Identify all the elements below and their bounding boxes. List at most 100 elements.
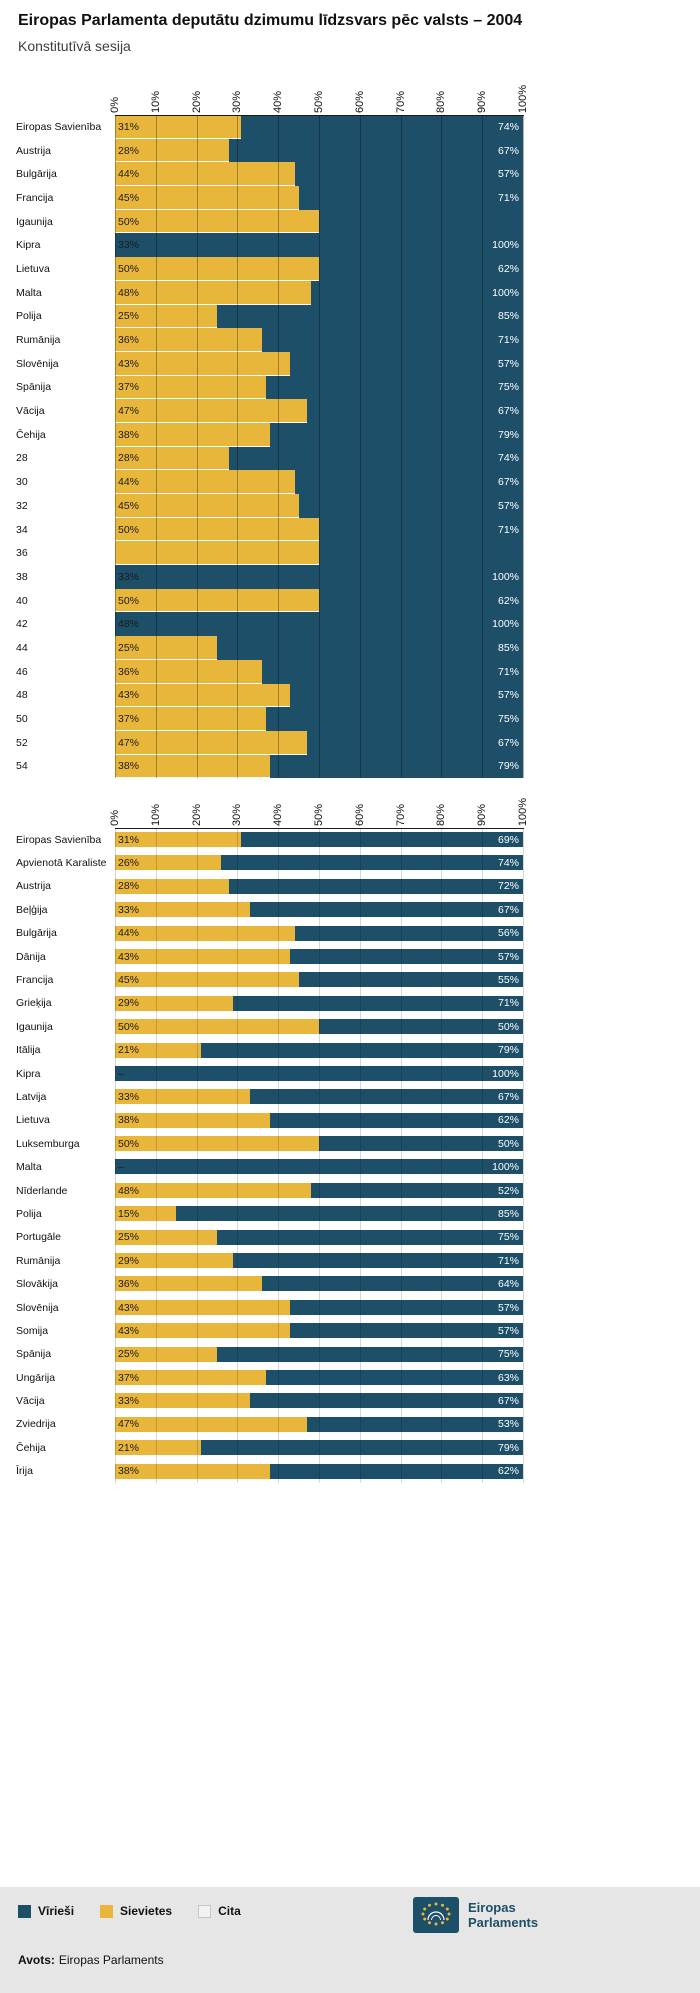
country-label: Latvija bbox=[16, 1090, 47, 1103]
row-bars: 44% 57% bbox=[115, 162, 523, 187]
row-bars: 28% 74% bbox=[115, 446, 523, 471]
row-bars: 26% 74% bbox=[115, 851, 523, 875]
men-value-label: 100% bbox=[492, 1067, 519, 1080]
chart-row: Polija 25% 85% bbox=[0, 304, 700, 329]
men-bar bbox=[319, 1136, 523, 1152]
women-value-label: 33% bbox=[118, 903, 140, 916]
women-value-label: 36% bbox=[118, 334, 140, 347]
chart-top: 0% 10% 20% 30% 40% 50% 60% 70% 80% 90% 100% Eiropa… bbox=[0, 75, 700, 779]
women-bar bbox=[115, 138, 230, 163]
chart-row: Čehija 38% 79% bbox=[0, 422, 700, 447]
country-label: Polija bbox=[16, 310, 42, 323]
legend-swatch-women-icon bbox=[100, 1904, 114, 1918]
row-bars: 25% 75% bbox=[115, 1342, 523, 1366]
country-label: Austrija bbox=[16, 880, 52, 893]
men-bar bbox=[306, 1416, 523, 1432]
women-value-label: 47% bbox=[118, 736, 140, 749]
women-bar bbox=[115, 925, 295, 941]
axis-tick-label: 40% bbox=[272, 90, 285, 113]
row-bars: 43% 57% bbox=[115, 1295, 523, 1320]
men-value-label: 69% bbox=[497, 833, 519, 846]
men-bar bbox=[115, 233, 523, 258]
country-label: Rumānija bbox=[16, 334, 61, 347]
footer: Vīrieši Sievietes Cita bbox=[0, 1887, 700, 1993]
women-value-label: 36% bbox=[118, 665, 140, 678]
row-bars: 47% 67% bbox=[115, 730, 523, 755]
axis-tick-label: 70% bbox=[394, 803, 407, 826]
women-value-label: 47% bbox=[118, 1418, 140, 1431]
country-label: Dānija bbox=[16, 950, 46, 963]
chart-top-body: Eiropas Savienība 31% 74% Austrija 28% 67% Bul… bbox=[0, 115, 700, 779]
chart-row: Spānija 37% 75% bbox=[0, 375, 700, 400]
chart-row: Luksemburga 50% 50% bbox=[0, 1132, 700, 1156]
chart-row: Slovākija 36% 64% bbox=[0, 1272, 700, 1296]
women-bar bbox=[115, 707, 266, 731]
women-value-label: 29% bbox=[118, 1254, 140, 1267]
country-label: Francija bbox=[16, 191, 54, 204]
country-label: Nīderlande bbox=[16, 1184, 68, 1197]
chart-row: Lietuva 38% 62% bbox=[0, 1108, 700, 1133]
row-bars: 45% 71% bbox=[115, 186, 523, 210]
women-value-label: 28% bbox=[118, 452, 140, 465]
women-value-label: 21% bbox=[118, 1044, 140, 1057]
women-bar bbox=[115, 754, 271, 779]
women-bar bbox=[115, 1089, 250, 1105]
women-bar bbox=[115, 636, 217, 660]
women-value-label: 26% bbox=[118, 857, 140, 870]
men-value-label: 100% bbox=[492, 239, 519, 252]
men-bar bbox=[306, 730, 523, 755]
men-value-label: 79% bbox=[497, 1044, 519, 1057]
ep-logo-icon bbox=[413, 1897, 459, 1933]
women-value-label: 25% bbox=[118, 310, 140, 323]
axis-tick-label: 10% bbox=[149, 90, 162, 113]
women-value-label: 38% bbox=[118, 428, 140, 441]
chart-row: Rumānija 36% 71% bbox=[0, 328, 700, 352]
axis-tick-label: 60% bbox=[353, 90, 366, 113]
women-value-label: 44% bbox=[118, 168, 140, 181]
women-value-label: 38% bbox=[118, 760, 140, 773]
men-value-label: 67% bbox=[497, 405, 519, 418]
women-value-label: 29% bbox=[118, 997, 140, 1010]
chart-row: Eiropas Savienība 31% 69% bbox=[0, 828, 700, 852]
men-value-label: 62% bbox=[497, 262, 519, 275]
women-bar bbox=[115, 517, 319, 542]
women-bar bbox=[115, 1323, 291, 1339]
men-value-label: 62% bbox=[497, 1465, 519, 1478]
women-value-label: 38% bbox=[118, 1465, 140, 1478]
chart-row: Malta – 100% bbox=[0, 1155, 700, 1179]
row-bars: 31% 69% bbox=[115, 828, 523, 852]
axis-tick-label: 30% bbox=[231, 803, 244, 826]
women-value-label: 48% bbox=[118, 286, 140, 299]
chart-row: Kipra 33% 100% bbox=[0, 233, 700, 258]
row-bars: 50% 50% bbox=[115, 1132, 523, 1156]
axis-tick-label: 0% bbox=[109, 810, 121, 826]
chart-row: Spānija 25% 75% bbox=[0, 1342, 700, 1366]
legend: Vīrieši Sievietes Cita bbox=[18, 1904, 241, 1918]
men-value-label: 62% bbox=[497, 1114, 519, 1127]
women-value-label: 21% bbox=[118, 1441, 140, 1454]
axis-tick-label: 10% bbox=[149, 803, 162, 826]
legend-item-men: Vīrieši bbox=[18, 1904, 74, 1918]
legend-label-other: Cita bbox=[218, 1904, 241, 1918]
axis-tick-label: 20% bbox=[190, 803, 203, 826]
women-bar bbox=[115, 588, 319, 613]
row-bars: 33% 67% bbox=[115, 898, 523, 922]
axis-tick-label: 80% bbox=[435, 90, 448, 113]
men-bar bbox=[217, 1346, 523, 1362]
men-value-label: 74% bbox=[497, 120, 519, 133]
women-bar bbox=[115, 351, 291, 376]
row-bars: 50% bbox=[115, 209, 523, 234]
chart-row: Itālija 21% 79% bbox=[0, 1038, 700, 1062]
women-value-label: 43% bbox=[118, 689, 140, 702]
country-label: 30 bbox=[16, 476, 28, 489]
row-bars: 21% 79% bbox=[115, 1038, 523, 1062]
women-bar bbox=[115, 1136, 319, 1152]
chart-row: Kipra – 100% bbox=[0, 1061, 700, 1086]
country-label: 50 bbox=[16, 713, 28, 726]
men-value-label: 67% bbox=[497, 1395, 519, 1408]
country-label: 48 bbox=[16, 689, 28, 702]
country-label: Vācija bbox=[16, 405, 45, 418]
women-value-label: 37% bbox=[118, 713, 140, 726]
men-bar bbox=[310, 280, 523, 305]
